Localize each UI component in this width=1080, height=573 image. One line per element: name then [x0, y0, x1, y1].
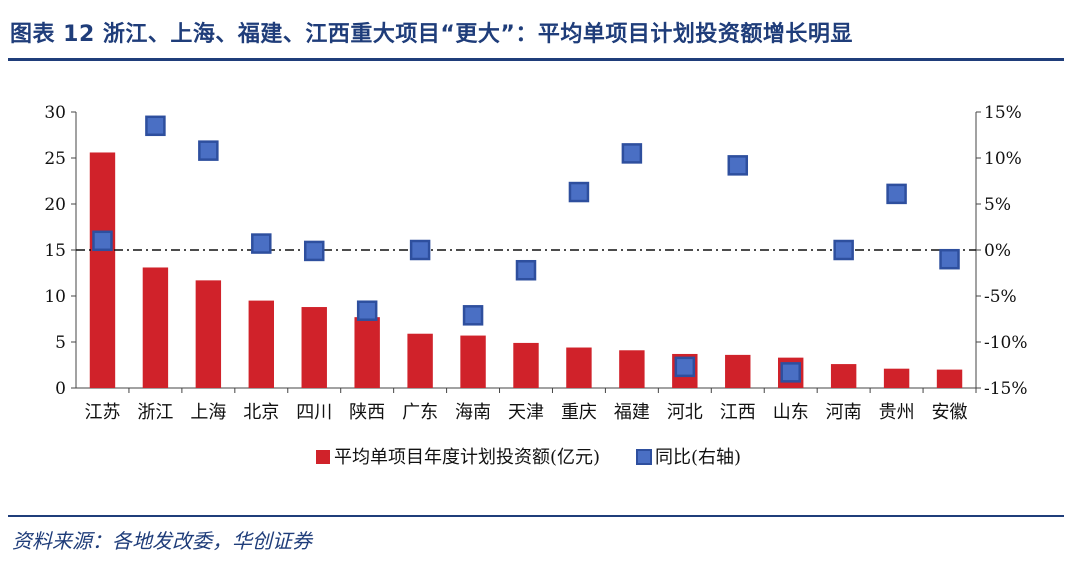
legend-bar-label: 平均单项目年度计划投资额(亿元): [334, 447, 600, 468]
yoy-marker-陕西: [356, 300, 378, 321]
yoy-marker-广东: [409, 239, 431, 261]
yoy-marker-江苏: [92, 230, 113, 252]
source-note: 资料来源：各地发改委，华创证券: [12, 529, 312, 553]
bar-重庆: [566, 347, 592, 388]
yoy-marker-浙江: [145, 115, 166, 137]
yoy-marker-天津: [515, 259, 537, 281]
x-tick-label: 山东: [773, 402, 809, 423]
x-tick-label: 浙江: [137, 402, 173, 423]
right-tick-label: 10%: [984, 149, 1022, 169]
left-tick-label: 5: [55, 333, 66, 353]
x-tick-label: 上海: [190, 402, 226, 423]
right-tick-label: 0%: [984, 241, 1011, 261]
x-tick-label: 贵州: [879, 402, 915, 423]
left-tick-label: 0: [55, 379, 66, 399]
bar-四川: [301, 307, 327, 388]
x-tick-label: 北京: [243, 402, 279, 423]
bar-上海: [195, 280, 222, 388]
x-tick-label: 福建: [614, 402, 650, 423]
x-tick-label: 海南: [455, 402, 491, 423]
figure-title: 图表 12 浙江、上海、福建、江西重大项目“更大”：平均单项目计划投资额增长明显: [10, 22, 853, 47]
yoy-marker-四川: [303, 240, 325, 262]
bar-江西: [725, 354, 751, 388]
yoy-marker-河南: [833, 239, 854, 261]
x-tick-label: 江苏: [84, 402, 120, 423]
bar-浙江: [142, 267, 169, 388]
bar-安徽: [936, 369, 963, 388]
bar-天津: [513, 342, 539, 388]
bar-河南: [830, 364, 857, 388]
legend-marker-swatch: [636, 449, 652, 465]
legend-bar-swatch: [316, 450, 330, 464]
title-divider: [8, 58, 1064, 61]
x-tick-label: 四川: [296, 402, 332, 423]
yoy-marker-重庆: [568, 181, 590, 203]
left-tick-label: 30: [44, 103, 66, 123]
yoy-marker-山东: [780, 362, 801, 383]
right-tick-label: 5%: [984, 195, 1011, 215]
right-tick-label: 15%: [984, 103, 1022, 123]
bar-江苏: [89, 152, 116, 388]
yoy-marker-河北: [674, 356, 696, 378]
x-tick-label: 江西: [720, 402, 756, 423]
x-tick-label: 陕西: [349, 402, 385, 423]
bar-福建: [619, 350, 645, 388]
right-tick-label: -15%: [984, 379, 1028, 399]
yoy-marker-海南: [462, 305, 484, 326]
yoy-marker-上海: [198, 140, 219, 161]
bar-北京: [248, 300, 274, 388]
yoy-marker-安徽: [939, 248, 960, 270]
x-tick-label: 河南: [826, 402, 862, 423]
left-tick-label: 10: [44, 287, 66, 307]
yoy-marker-北京: [251, 233, 272, 254]
legend-marker-label: 同比(右轴): [655, 447, 741, 468]
bar-海南: [460, 335, 486, 388]
left-tick-label: 25: [44, 149, 66, 169]
right-tick-label: -10%: [984, 333, 1028, 353]
right-tick-label: -5%: [984, 287, 1017, 307]
left-tick-label: 20: [44, 195, 66, 215]
bar-陕西: [354, 317, 380, 388]
x-tick-label: 天津: [508, 402, 544, 423]
yoy-marker-江西: [727, 155, 749, 176]
chart: 0 5 10 15 20 25 30 -15% -10% -5% 0% 5% 10% 15% 江苏 浙江 上海北…: [44, 103, 1028, 468]
left-tick-label: 15: [44, 241, 66, 261]
figure-header: 图表 12 浙江、上海、福建、江西重大项目“更大”：平均单项目计划投资额增长明显: [0, 0, 1080, 66]
x-tick-label: 重庆: [561, 402, 597, 423]
x-tick-label: 河北: [667, 402, 703, 423]
bar-贵州: [883, 368, 910, 388]
yoy-marker-福建: [621, 143, 643, 164]
footer-divider: [8, 515, 1064, 517]
x-tick-label: 安徽: [932, 402, 968, 423]
yoy-marker-贵州: [886, 183, 907, 205]
bar-广东: [407, 333, 433, 388]
x-tick-label: 广东: [402, 402, 438, 423]
